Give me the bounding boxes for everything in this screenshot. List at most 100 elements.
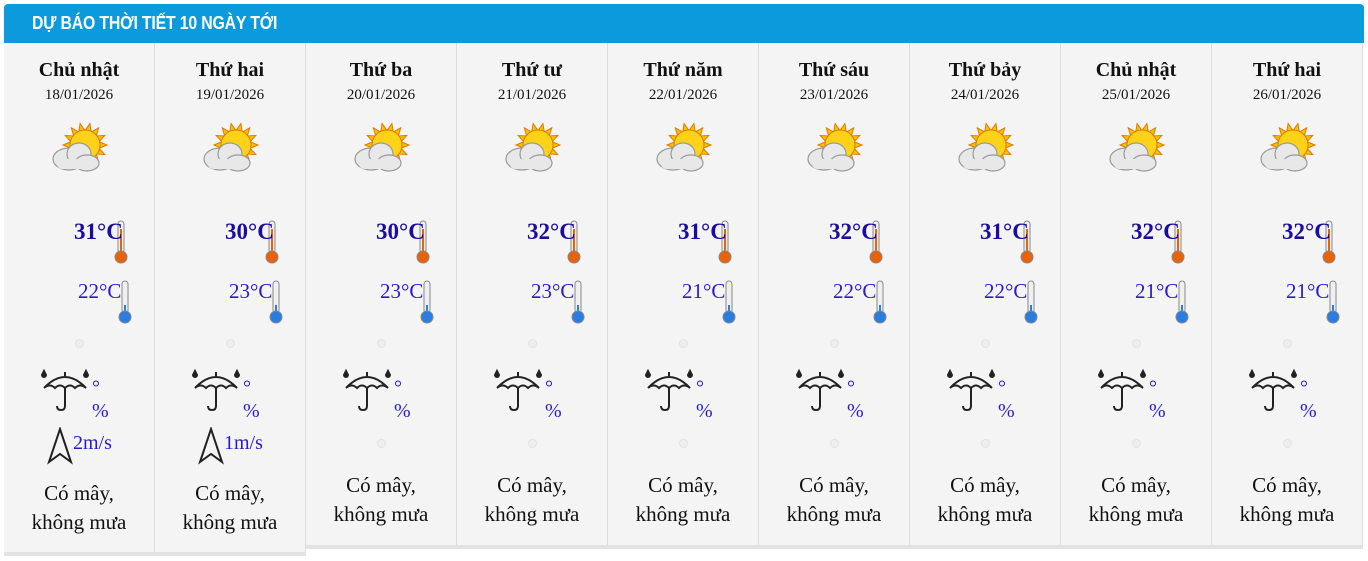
low-temp-value: 23°C <box>531 279 575 303</box>
dot-icon <box>226 339 235 348</box>
forecast-header: DỰ BÁO THỜI TIẾT 10 NGÀY TỚI <box>4 4 1364 43</box>
rain-value: °% <box>243 377 260 422</box>
high-temp-value: 31°C <box>74 219 123 244</box>
day-date: 21/01/2026 <box>497 87 567 103</box>
description-line: Có mây, <box>648 473 718 497</box>
description-line: Có mây, <box>799 473 869 497</box>
low-temp-value: 23°C <box>229 279 273 303</box>
description-line: không mưa <box>635 502 731 526</box>
dot-icon <box>377 339 386 348</box>
day-name: Thứ bảy <box>948 59 1022 81</box>
high-temp-value: 32°C <box>1131 219 1180 244</box>
day-name: Thứ sáu <box>798 59 870 81</box>
dot-icon <box>981 439 990 448</box>
high-temp-value: 32°C <box>829 219 878 244</box>
day-column: Thứ sáu 23/01/2026 32°C 22°C °% Có mây, k… <box>759 43 910 545</box>
low-temp-value: 21°C <box>1135 279 1179 303</box>
low-temp: 23°C <box>306 269 456 324</box>
high-temp-value: 32°C <box>527 219 576 244</box>
umbrella-icon <box>191 368 241 418</box>
umbrella-icon <box>795 368 845 418</box>
day-name: Thứ tư <box>501 59 563 81</box>
weather-description: Có mây, không mưa <box>457 471 607 529</box>
rain-value: °% <box>545 377 562 422</box>
high-temp-value: 31°C <box>980 219 1029 244</box>
rain-value: °% <box>1300 377 1317 422</box>
high-temp: 31°C <box>4 211 154 264</box>
description-line: không mưa <box>937 502 1033 526</box>
low-temp: 21°C <box>608 269 758 324</box>
dot-icon <box>1283 339 1292 348</box>
day-column: Chủ nhật 18/01/2026 31°C 22°C °% 2m/s Có… <box>4 43 155 552</box>
low-temp: 23°C <box>155 269 305 324</box>
high-temp: 32°C <box>1061 211 1211 264</box>
partly-cloudy-icon <box>200 121 260 182</box>
umbrella-icon <box>40 368 90 418</box>
day-date: 18/01/2026 <box>44 87 114 103</box>
day-name: Thứ hai <box>195 59 265 81</box>
dot-icon <box>528 439 537 448</box>
day-column: Thứ bảy 24/01/2026 31°C 22°C °% Có mây, k… <box>910 43 1061 545</box>
low-temp-value: 23°C <box>380 279 424 303</box>
weather-description: Có mây, không mưa <box>306 471 456 529</box>
low-temp-value: 22°C <box>833 279 877 303</box>
day-column: Thứ tư 21/01/2026 32°C 23°C °% Có mây, kh… <box>457 43 608 545</box>
high-temp-value: 32°C <box>1282 219 1331 244</box>
day-name: Thứ ba <box>349 59 413 81</box>
weather-description: Có mây, không mưa <box>1061 471 1211 529</box>
umbrella-icon <box>1097 368 1147 418</box>
umbrella-icon <box>946 368 996 418</box>
forecast-columns: Chủ nhật 18/01/2026 31°C 22°C °% 2m/s Có… <box>4 43 1363 552</box>
high-temp-value: 30°C <box>225 219 274 244</box>
day-column: Chủ nhật 25/01/2026 32°C 21°C °% Có mây,… <box>1061 43 1212 545</box>
day-column: Thứ năm 22/01/2026 31°C 21°C °% Có mây, k… <box>608 43 759 545</box>
description-line: không mưa <box>1239 502 1335 526</box>
dot-icon <box>981 339 990 348</box>
day-date: 26/01/2026 <box>1252 87 1322 103</box>
dot-icon <box>1132 439 1141 448</box>
low-temp-value: 21°C <box>682 279 726 303</box>
rain-value: °% <box>998 377 1015 422</box>
high-temp: 32°C <box>1212 211 1362 264</box>
day-name: Thứ hai <box>1252 59 1322 81</box>
dot-icon <box>830 339 839 348</box>
wind-direction-arrow-icon <box>47 425 73 471</box>
low-temp-value: 21°C <box>1286 279 1330 303</box>
weather-description: Có mây, không mưa <box>1212 471 1362 529</box>
umbrella-icon <box>493 368 543 418</box>
low-temp: 22°C <box>759 269 909 324</box>
partly-cloudy-icon <box>1106 121 1166 182</box>
dot-icon <box>1132 339 1141 348</box>
high-temp-value: 30°C <box>376 219 425 244</box>
rain-value: °% <box>92 377 109 422</box>
rain-value: °% <box>1149 377 1166 422</box>
partly-cloudy-icon <box>502 121 562 182</box>
partly-cloudy-icon <box>351 121 411 182</box>
high-temp: 30°C <box>306 211 456 264</box>
dot-icon <box>75 339 84 348</box>
umbrella-icon <box>342 368 392 418</box>
weather-description: Có mây, không mưa <box>910 471 1060 529</box>
day-name: Thứ năm <box>643 59 723 81</box>
partly-cloudy-icon <box>955 121 1015 182</box>
rain-value: °% <box>394 377 411 422</box>
high-temp-value: 31°C <box>678 219 727 244</box>
day-name: Chủ nhật <box>1095 59 1177 81</box>
forecast-title: DỰ BÁO THỜI TIẾT 10 NGÀY TỚI <box>32 13 278 33</box>
description-line: Có mây, <box>497 473 567 497</box>
description-line: không mưa <box>182 510 278 534</box>
weather-description: Có mây, không mưa <box>608 471 758 529</box>
rain-value: °% <box>847 377 864 422</box>
low-temp: 22°C <box>4 269 154 324</box>
low-temp: 23°C <box>457 269 607 324</box>
partly-cloudy-icon <box>1257 121 1317 182</box>
day-column: Thứ hai 19/01/2026 30°C 23°C °% 1m/s Có … <box>155 43 306 552</box>
day-name: Chủ nhật <box>38 59 120 81</box>
description-line: không mưa <box>1088 502 1184 526</box>
description-line: không mưa <box>31 510 127 534</box>
day-date: 19/01/2026 <box>195 87 265 103</box>
weather-description: Có mây, không mưa <box>759 471 909 529</box>
day-date: 22/01/2026 <box>648 87 718 103</box>
dot-icon <box>679 339 688 348</box>
day-column: Thứ hai 26/01/2026 32°C 21°C °% Có mây, k… <box>1212 43 1363 545</box>
